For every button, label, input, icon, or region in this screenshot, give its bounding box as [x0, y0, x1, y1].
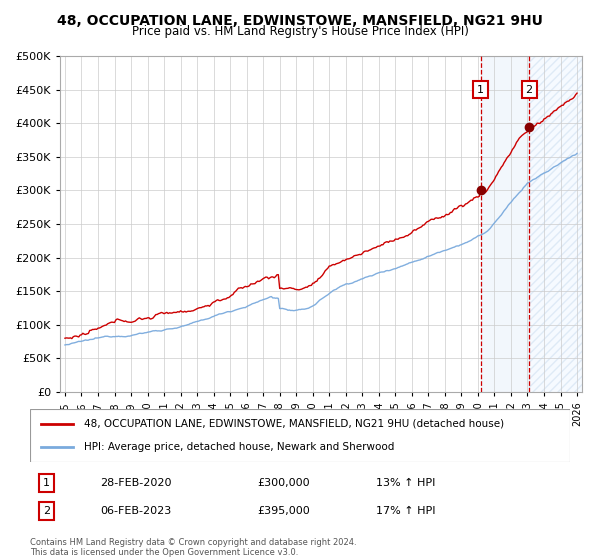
Bar	[529, 56, 593, 392]
Text: 48, OCCUPATION LANE, EDWINSTOWE, MANSFIELD, NG21 9HU (detached house): 48, OCCUPATION LANE, EDWINSTOWE, MANSFIE…	[84, 419, 504, 429]
Text: 13% ↑ HPI: 13% ↑ HPI	[376, 478, 435, 488]
Text: £300,000: £300,000	[257, 478, 310, 488]
Text: HPI: Average price, detached house, Newark and Sherwood: HPI: Average price, detached house, Newa…	[84, 442, 394, 452]
Text: £395,000: £395,000	[257, 506, 310, 516]
Text: 1: 1	[43, 478, 50, 488]
Text: 06-FEB-2023: 06-FEB-2023	[100, 506, 172, 516]
Text: 48, OCCUPATION LANE, EDWINSTOWE, MANSFIELD, NG21 9HU: 48, OCCUPATION LANE, EDWINSTOWE, MANSFIE…	[57, 14, 543, 28]
FancyBboxPatch shape	[30, 409, 570, 462]
Text: 28-FEB-2020: 28-FEB-2020	[100, 478, 172, 488]
Text: 17% ↑ HPI: 17% ↑ HPI	[376, 506, 435, 516]
Text: Price paid vs. HM Land Registry's House Price Index (HPI): Price paid vs. HM Land Registry's House …	[131, 25, 469, 38]
Text: 1: 1	[477, 85, 484, 95]
Bar	[481, 56, 529, 392]
Text: 2: 2	[43, 506, 50, 516]
Text: Contains HM Land Registry data © Crown copyright and database right 2024.
This d: Contains HM Land Registry data © Crown c…	[30, 538, 356, 557]
Text: 2: 2	[526, 85, 533, 95]
